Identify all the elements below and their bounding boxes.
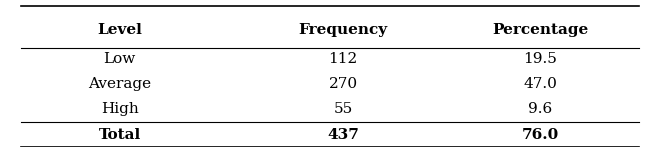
Text: Frequency: Frequency (298, 23, 387, 37)
Text: Level: Level (97, 23, 142, 37)
Text: 9.6: 9.6 (528, 102, 552, 116)
Text: 47.0: 47.0 (523, 77, 557, 91)
Text: 55: 55 (333, 102, 352, 116)
Text: 437: 437 (327, 128, 359, 142)
Text: 76.0: 76.0 (521, 128, 559, 142)
Text: High: High (101, 102, 139, 116)
Text: Total: Total (98, 128, 141, 142)
Text: 112: 112 (329, 53, 358, 66)
Text: Average: Average (88, 77, 151, 91)
Text: 270: 270 (329, 77, 358, 91)
Text: Low: Low (104, 53, 136, 66)
Text: 19.5: 19.5 (523, 53, 557, 66)
Text: Percentage: Percentage (492, 23, 589, 37)
